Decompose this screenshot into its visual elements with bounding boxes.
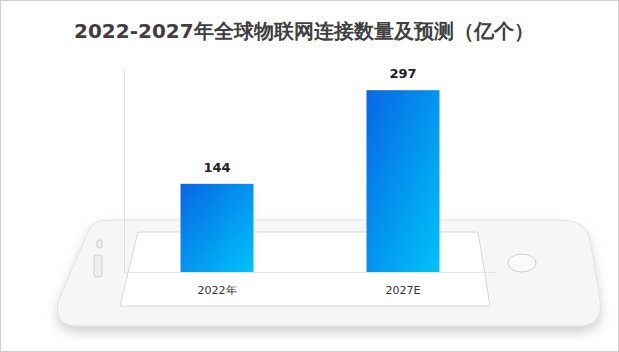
phone-speaker (94, 255, 102, 277)
chart: 2022-2027年全球物联网连接数量及预测（亿个） 2022年 2027E 144 2… (0, 0, 619, 352)
x-tick-label: 2022年 (198, 284, 237, 297)
frame (1, 1, 619, 352)
title: 2022-2027年全球物联网连接数量及预测（亿个） (74, 19, 534, 43)
bar (366, 90, 439, 272)
x-tick-label: 2027E (386, 284, 421, 297)
y-axis-line (124, 71, 125, 273)
phone-button (508, 254, 536, 272)
bars (181, 90, 440, 272)
data-label: 144 (203, 160, 230, 175)
x-tick: 2027E (386, 272, 421, 297)
x-axis: 2022年 2027E (125, 272, 497, 297)
data-labels: 144 297 (203, 66, 416, 175)
x-tick: 2022年 (198, 272, 237, 297)
bar (181, 184, 254, 272)
x-axis-line (125, 272, 497, 273)
phone-camera (97, 240, 102, 248)
phone (57, 220, 600, 326)
data-label: 297 (389, 66, 416, 81)
phone-body (57, 220, 600, 326)
y-axis (124, 71, 125, 273)
